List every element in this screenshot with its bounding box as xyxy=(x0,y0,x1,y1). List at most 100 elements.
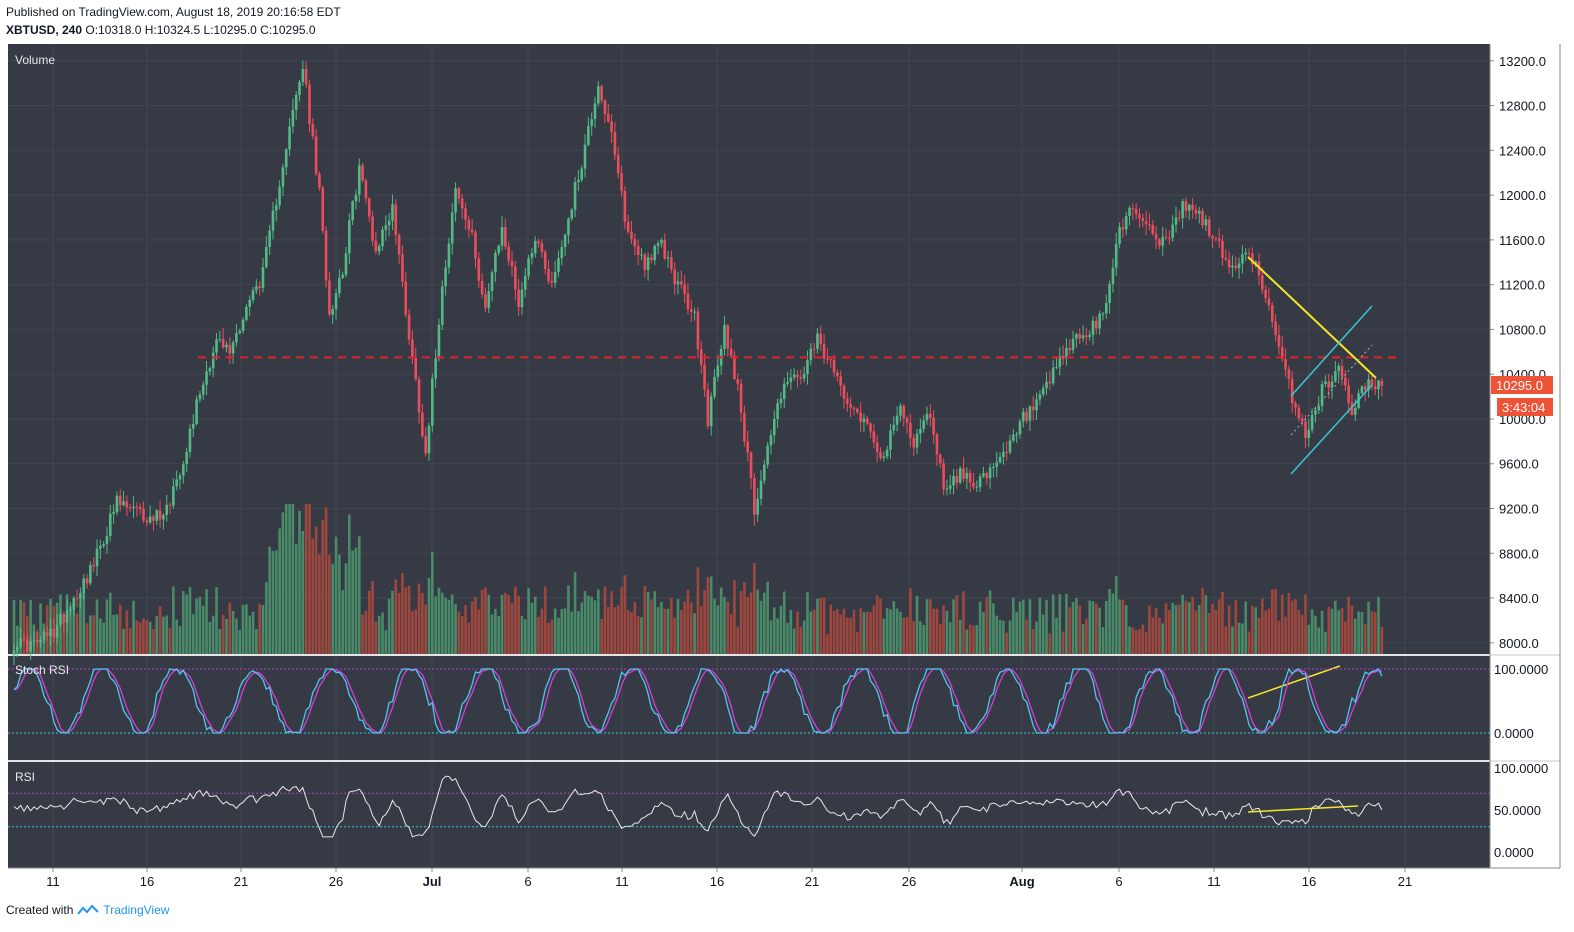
candle xyxy=(995,451,999,478)
volume-bar xyxy=(457,611,461,654)
volume-bar xyxy=(763,592,766,654)
price-tick-label: 10800.0 xyxy=(1499,322,1546,337)
volume-bar xyxy=(497,616,501,654)
volume-bar xyxy=(198,596,202,654)
candle xyxy=(142,501,145,524)
volume-bar xyxy=(265,582,268,654)
volume-bar xyxy=(1344,621,1347,654)
volume-bar xyxy=(1320,610,1324,654)
candle xyxy=(587,116,590,147)
candle xyxy=(882,451,886,462)
volume-bar xyxy=(1317,627,1321,654)
published-info: Published on TradingView.com, August 18,… xyxy=(6,5,341,19)
candle xyxy=(1204,214,1208,231)
volume-bar xyxy=(925,599,929,654)
volume-bar xyxy=(822,597,826,654)
candle xyxy=(158,500,162,528)
price-chart[interactable]: 13200.0 12800.0 12400.0 12000.0 11600.0 11200… xyxy=(0,0,1574,900)
volume-bar xyxy=(172,586,175,654)
candle xyxy=(162,513,165,530)
volume-bar xyxy=(955,595,959,654)
main-pane[interactable] xyxy=(8,44,1490,654)
stoch-pane[interactable] xyxy=(8,656,1490,760)
volume-bar xyxy=(105,599,109,654)
rsi-line xyxy=(13,775,1383,838)
candle xyxy=(427,423,431,461)
rsi-pane[interactable] xyxy=(8,762,1490,868)
candle xyxy=(842,383,846,409)
volume-bar xyxy=(115,614,119,654)
volume-bar xyxy=(460,615,464,654)
volume-bar xyxy=(1267,608,1271,654)
volume-bar xyxy=(1247,631,1251,654)
candle xyxy=(42,629,46,644)
candle xyxy=(45,625,49,641)
volume-bar xyxy=(547,622,550,654)
candle xyxy=(1068,339,1072,356)
candle xyxy=(1207,216,1211,239)
volume-bar xyxy=(411,611,414,654)
volume-bar xyxy=(919,621,922,654)
volume-bar xyxy=(982,612,985,654)
volume-bar xyxy=(792,628,796,654)
volume-bar xyxy=(510,603,514,654)
volume-bar xyxy=(1148,605,1151,654)
time-axis[interactable]: 11 16 21 26 Jul 6 11 16 21 26 Aug 6 11 16 21 xyxy=(46,868,1412,889)
candle xyxy=(338,269,341,298)
volume-bar xyxy=(19,599,22,654)
volume-bar xyxy=(188,587,192,654)
volume-bar xyxy=(72,603,76,654)
volume-bar xyxy=(623,575,627,654)
volume-bar xyxy=(318,554,321,654)
volume-bar xyxy=(1065,593,1068,654)
candle xyxy=(1191,198,1194,219)
volume-bar xyxy=(1008,620,1012,654)
volume-bar xyxy=(437,587,441,654)
volume-bar xyxy=(288,504,291,654)
volume-bar xyxy=(520,615,524,654)
candle xyxy=(384,215,388,241)
volume-bar xyxy=(470,601,474,654)
volume-bar xyxy=(882,618,886,654)
candle xyxy=(82,573,86,600)
candle xyxy=(494,249,497,282)
candle xyxy=(962,456,965,483)
volume-bar xyxy=(1158,617,1161,654)
volume-bar xyxy=(490,614,494,654)
volume-bar xyxy=(859,608,862,654)
volume-bar xyxy=(1095,603,1098,654)
volume-bar xyxy=(487,594,491,654)
volume-bar xyxy=(885,607,889,654)
volume-bar xyxy=(577,611,580,654)
volume-bar xyxy=(112,614,115,654)
volume-bar xyxy=(630,612,633,654)
candle xyxy=(281,163,285,197)
volume-bar xyxy=(1088,600,1091,654)
time-tick-label: 26 xyxy=(902,874,916,889)
volume-bar xyxy=(145,619,149,654)
volume-bar xyxy=(1071,601,1075,654)
candle xyxy=(597,81,600,107)
candle xyxy=(321,185,325,234)
price-axis[interactable]: 13200.0 12800.0 12400.0 12000.0 11600.0 11200… xyxy=(1490,54,1548,860)
volume-bar xyxy=(361,614,364,654)
candle xyxy=(208,366,212,376)
candle xyxy=(938,453,942,469)
candle xyxy=(500,216,504,251)
volume-bar xyxy=(799,626,803,654)
time-tick-label: 21 xyxy=(234,874,248,889)
candle xyxy=(683,275,686,304)
candle xyxy=(65,599,69,634)
volume-bar xyxy=(474,597,477,654)
volume-bar xyxy=(1377,596,1380,654)
candle xyxy=(550,271,554,288)
candle xyxy=(1085,327,1088,346)
tradingview-logo-icon[interactable] xyxy=(77,904,100,916)
volume-bar xyxy=(304,504,308,654)
volume-bar xyxy=(29,599,32,654)
rsi-tick-label: 100.0000 xyxy=(1494,761,1548,776)
tradingview-brand-link[interactable]: TradingView xyxy=(103,903,170,917)
candle xyxy=(517,278,520,317)
volume-bar xyxy=(869,612,872,654)
volume-bar xyxy=(421,592,424,654)
